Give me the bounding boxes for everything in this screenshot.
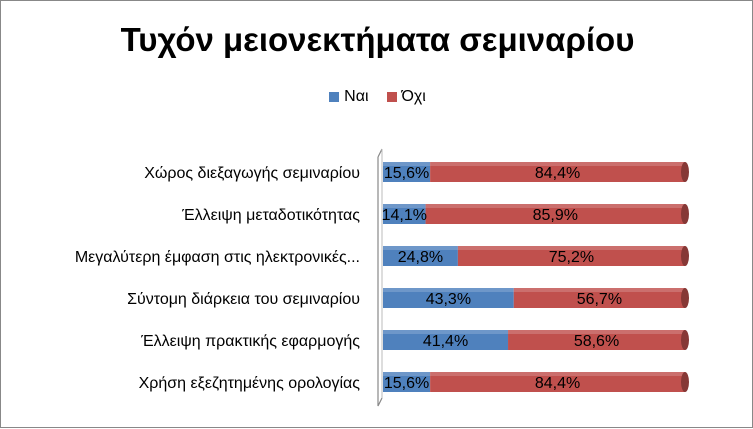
bar-yes-highlight [383, 288, 514, 292]
bar-yes [383, 330, 509, 350]
bar-no [430, 162, 685, 182]
axis-line [377, 148, 383, 407]
bar-no [457, 246, 685, 266]
bar-yes [383, 372, 431, 392]
data-label-yes: 14,1% [382, 207, 427, 224]
data-label-yes: 41,4% [423, 333, 468, 350]
bar-no-highlight [425, 204, 685, 208]
data-label-yes: 24,8% [398, 249, 443, 266]
legend-swatch-no [386, 92, 397, 102]
bar-no [425, 204, 685, 224]
data-label-yes: 15,6% [384, 375, 429, 392]
bar-no [513, 288, 685, 308]
data-label-no: 58,6% [574, 333, 619, 350]
category-label: Σύντομη διάρκεια του σεμιναρίου [127, 291, 360, 308]
legend-swatch-yes [329, 92, 340, 102]
bar-end-cap [681, 204, 689, 224]
bar-yes-highlight [383, 246, 458, 250]
bar-yes-highlight [383, 372, 431, 376]
bar-yes [383, 162, 431, 182]
chart-legend: Ναι Όχι [1, 88, 753, 106]
bar-yes [383, 204, 426, 224]
bar-no-highlight [430, 372, 685, 376]
bar-yes [383, 246, 458, 266]
bar-yes [383, 288, 514, 308]
bar-no-highlight [430, 162, 685, 166]
legend-item-no: Όχι [386, 88, 426, 106]
data-label-no: 84,4% [535, 165, 580, 182]
bar-no-highlight [513, 288, 685, 292]
bar-no [430, 372, 685, 392]
bar-end-cap [681, 288, 689, 308]
category-label: Χρήση εξεζητημένης ορολογίας [139, 375, 361, 392]
legend-label-yes: Ναι [344, 88, 369, 105]
data-label-no: 85,9% [533, 207, 578, 224]
bar-end-cap [681, 330, 689, 350]
data-label-yes: 15,6% [384, 165, 429, 182]
bar-no-highlight [508, 330, 685, 334]
bar-yes-highlight [383, 330, 509, 334]
bar-end-cap [681, 372, 689, 392]
category-label: Έλλειψη πρακτικής εφαρμογής [140, 333, 360, 350]
bar-no-highlight [457, 246, 685, 250]
category-label: Μεγαλύτερη έμφαση στις ηλεκτρονικές... [75, 249, 360, 266]
category-label: Χώρος διεξαγωγής σεμιναρίου [144, 165, 360, 182]
chart-title: Τυχόν μειονεκτήματα σεμιναρίου [120, 21, 635, 58]
legend-item-yes: Ναι [329, 88, 369, 106]
data-label-no: 56,7% [577, 291, 622, 308]
bar-end-cap [681, 162, 689, 182]
category-label: Έλλειψη μεταδοτικότητας [181, 207, 360, 224]
data-label-no: 75,2% [549, 249, 594, 266]
data-label-yes: 43,3% [426, 291, 471, 308]
bar-yes-highlight [383, 204, 426, 208]
data-label-no: 84,4% [535, 375, 580, 392]
bar-end-cap [681, 246, 689, 266]
legend-label-no: Όχι [401, 88, 426, 105]
bar-yes-highlight [383, 162, 431, 166]
bar-no [508, 330, 685, 350]
